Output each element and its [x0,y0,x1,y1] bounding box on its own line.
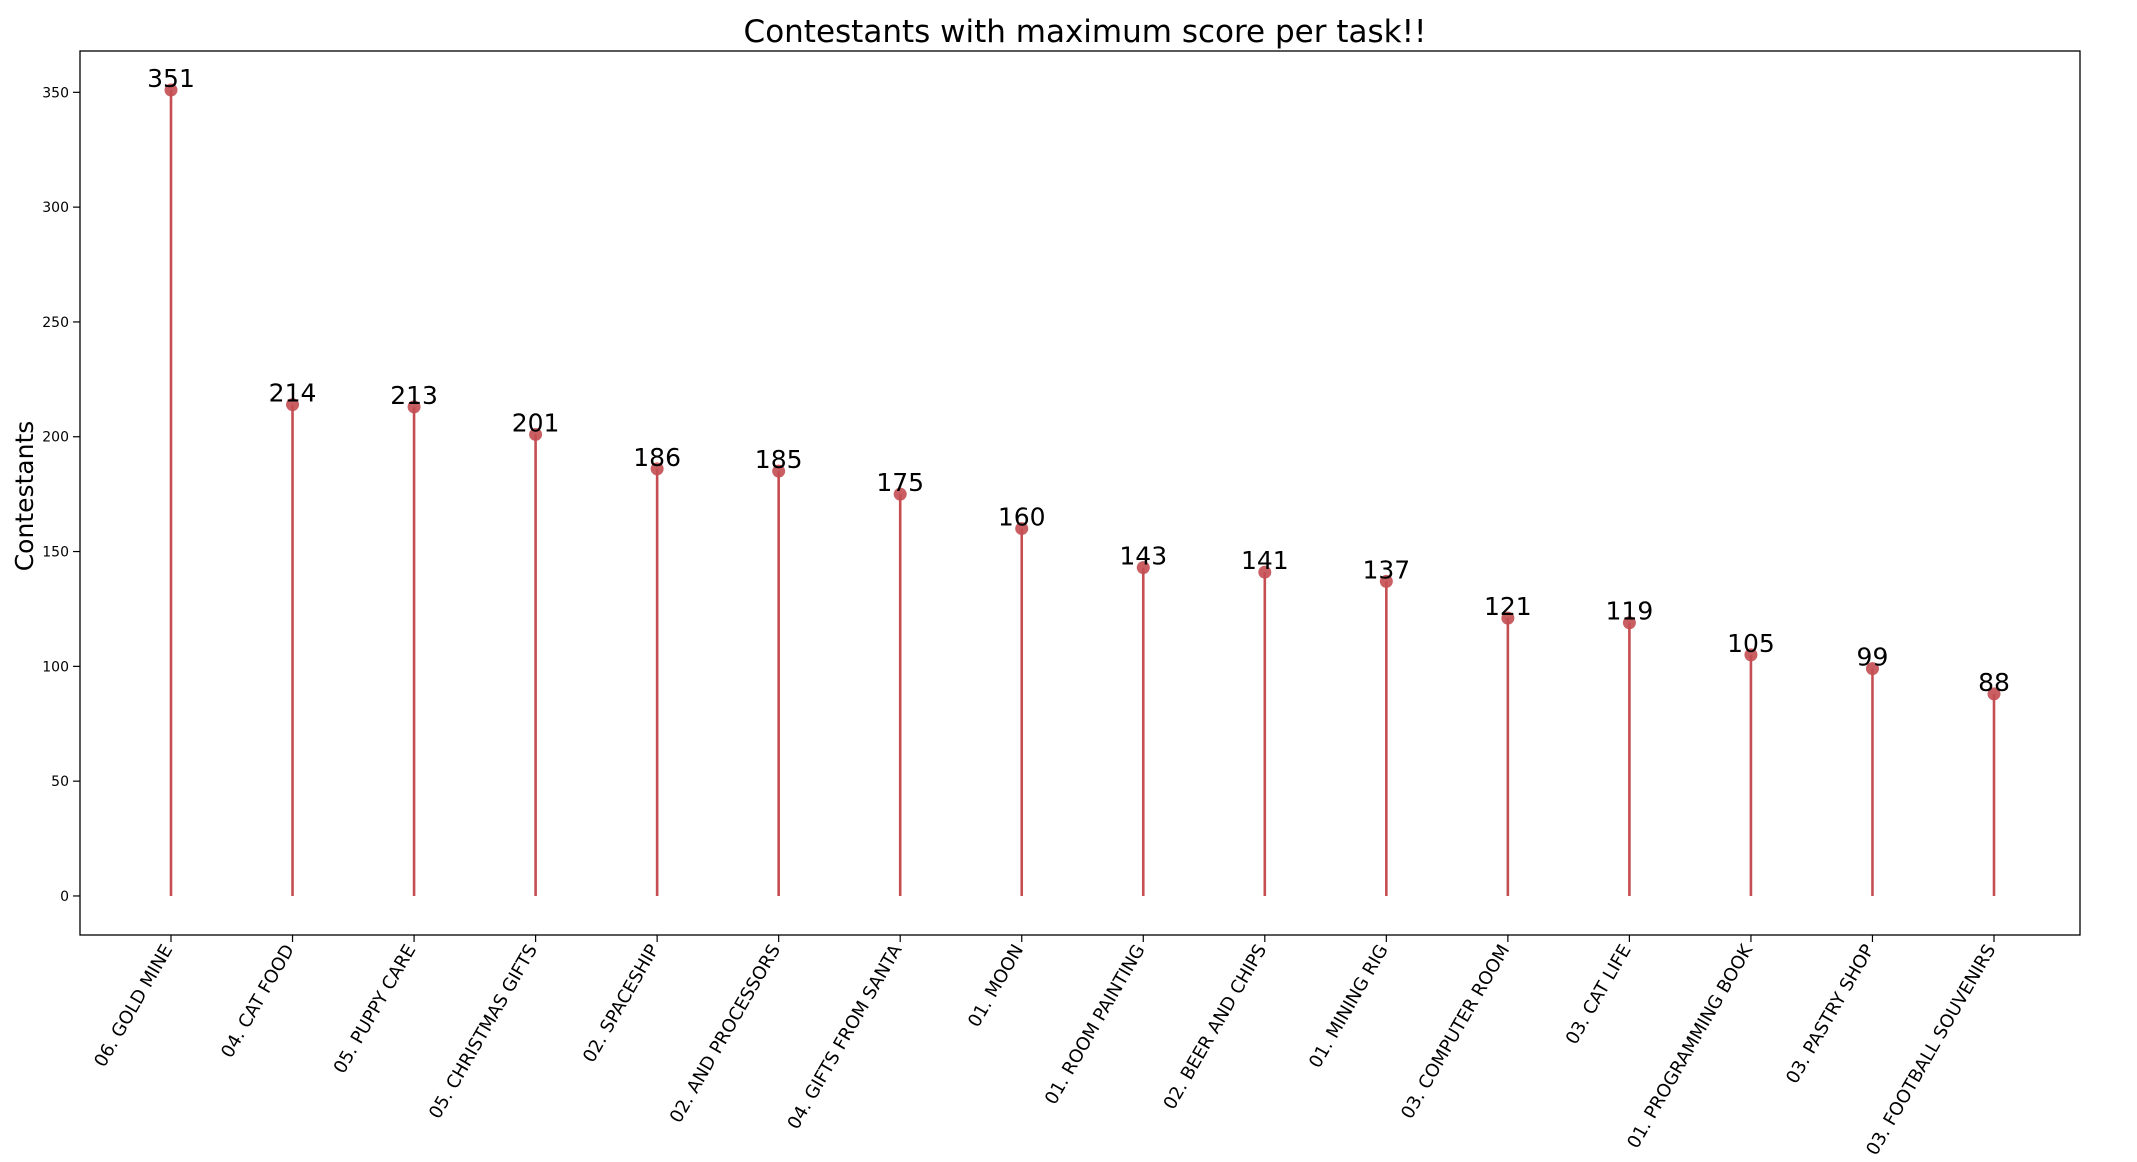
data-label: 88 [1978,668,2010,697]
y-tick-label: 0 [60,889,69,905]
x-tick-label: 05. PUPPY CARE [330,941,421,1077]
data-label: 160 [998,503,1046,532]
lollipop-marker [529,427,543,441]
data-label: 121 [1484,592,1532,621]
y-tick-label: 100 [42,659,69,675]
lollipop-marker [1865,662,1879,676]
lollipop-marker [1136,561,1150,575]
lollipop-marker [286,398,300,412]
x-tick-label: 04. GIFTS FROM SANTA [784,940,907,1133]
lollipop-marker [164,83,178,97]
lollipop-marker [1744,648,1758,662]
x-tick-label: 03. PASTRY SHOP [1782,941,1879,1087]
x-tick-label: 03. FOOTBALL SOUVENIRS [1862,941,2000,1159]
plot-area-frame [79,50,2081,936]
y-axis-label: Contestants [10,421,39,572]
x-tick-label: 03. CAT LIFE [1562,941,1636,1048]
data-label: 143 [1119,542,1167,571]
lollipop-marker [1379,574,1393,588]
x-tick-label: 01. ROOM PAINTING [1041,941,1150,1108]
y-tick-label: 150 [42,545,69,561]
data-label: 105 [1727,629,1775,658]
chart-marks: 351 214 213 201 186 185 175 160 143 141 137 121 119 1… [147,64,2010,896]
data-label: 214 [269,379,317,408]
data-label: 137 [1362,555,1410,584]
y-tick-label: 350 [42,85,69,101]
lollipop-marker [407,400,421,414]
data-label: 186 [633,443,681,472]
x-tick-label: 02. AND PROCESSORS [666,941,785,1127]
chart-title: Contestants with maximum score per task!… [744,14,1427,50]
y-axis: 0 50 100 150 200 250 300 350 [42,85,80,905]
lollipop-marker [650,462,664,476]
x-tick-label: 05. CHRISTMAS GIFTS [425,941,542,1122]
lollipop-marker [772,464,786,478]
lollipop-marker [1987,687,2001,701]
lollipop-marker [1622,616,1636,630]
x-tick-label: 04. CAT FOOD [217,941,299,1062]
data-label: 141 [1241,546,1289,575]
lollipop-marker [1258,565,1272,579]
data-label: 99 [1857,643,1889,672]
x-tick-label: 01. PROGRAMMING BOOK [1623,940,1758,1152]
x-tick-label: 01. MINING RIG [1305,941,1393,1072]
data-label: 185 [755,445,803,474]
lollipop-marker [893,487,907,501]
y-tick-label: 250 [42,315,69,331]
x-tick-label: 01. MOON [964,941,1028,1031]
x-tick-label: 06. GOLD MINE [90,941,177,1071]
data-label: 201 [512,408,560,437]
data-label: 119 [1606,597,1654,626]
y-tick-label: 200 [42,430,69,446]
y-tick-label: 300 [42,200,69,216]
lollipop-marker [1015,522,1029,536]
x-tick-label: 02. BEER AND CHIPS [1160,941,1272,1113]
lollipop-marker [1501,611,1515,625]
x-tick-label: 02. SPACESHIP [579,941,664,1066]
y-tick-label: 50 [51,774,69,790]
x-tick-label: 03. COMPUTER ROOM [1397,941,1514,1123]
x-axis: 06. GOLD MINE 04. CAT FOOD 05. PUPPY CARE 0… [90,935,2000,1159]
data-label: 175 [876,468,924,497]
data-label: 213 [390,381,438,410]
data-label: 351 [147,64,195,93]
